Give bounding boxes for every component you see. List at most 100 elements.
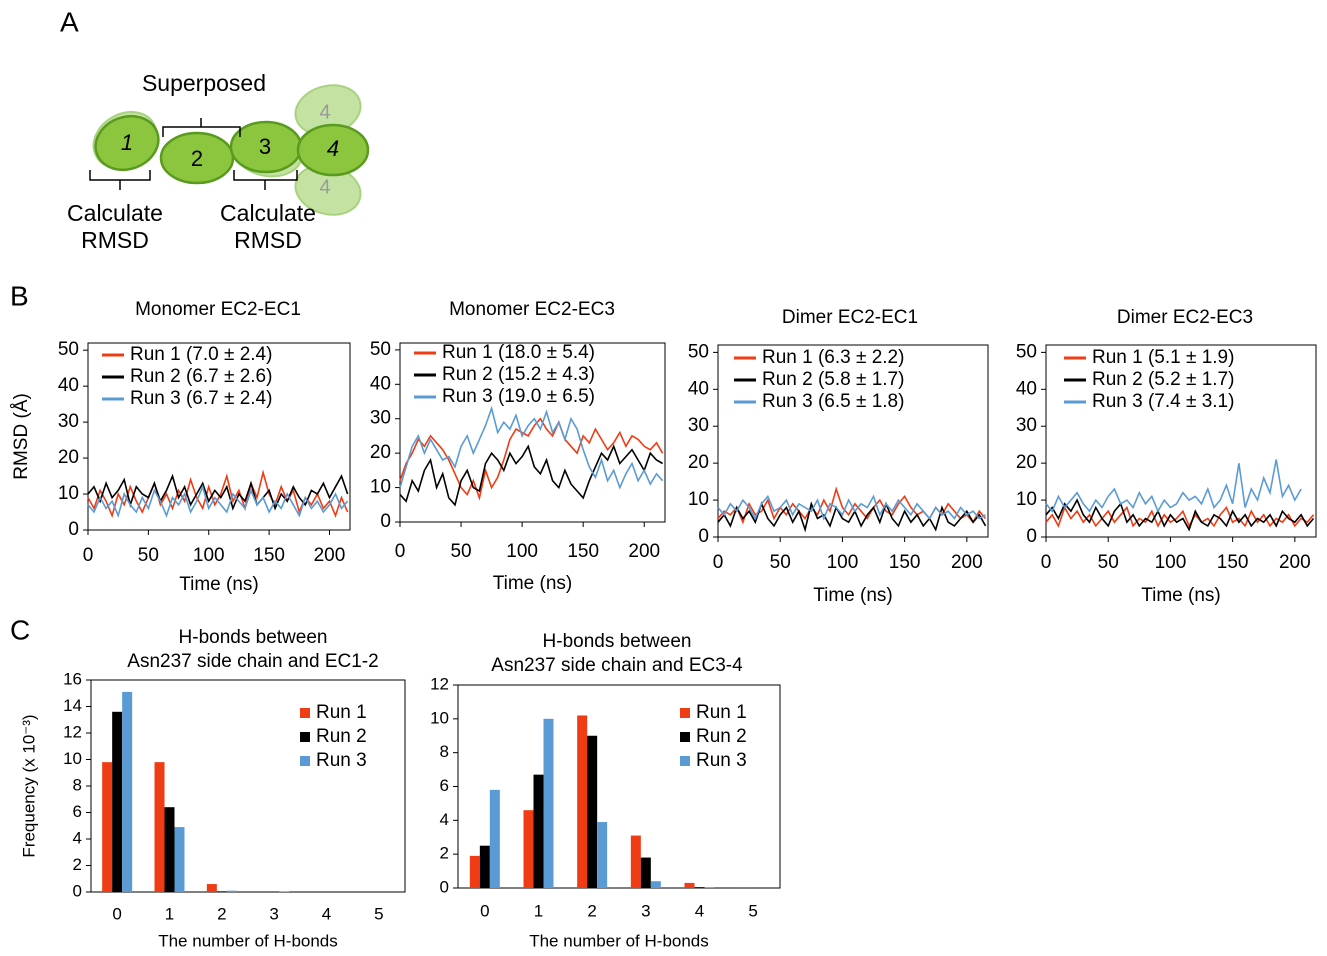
y-axis-label: RMSD (Å) [11, 393, 32, 480]
y-tick-label: 40 [370, 373, 391, 394]
y-tick-label: 10 [370, 477, 391, 498]
y-tick-label: 10 [688, 489, 709, 510]
legend-swatch [680, 756, 690, 766]
x-tick-label: 0 [395, 541, 406, 562]
y-tick-label: 10 [63, 749, 82, 768]
note: Calculate [220, 200, 316, 226]
legend-label: Run 2 [696, 726, 747, 747]
domain-label: 4 [327, 136, 339, 161]
bar [154, 762, 165, 892]
bar [577, 715, 588, 888]
diagram-title: Superposed [142, 70, 266, 96]
domain-label: 3 [259, 134, 271, 159]
y-tick-label: 4 [440, 810, 449, 829]
x-tick-label: 50 [138, 545, 159, 566]
legend-label: Run 3 [696, 750, 747, 771]
y-tick-label: 12 [430, 674, 449, 693]
y-tick-label: 50 [1016, 341, 1037, 362]
legend-label: Run 1 (7.0 ± 2.4) [130, 344, 272, 365]
y-tick-label: 0 [68, 519, 79, 540]
bar [479, 845, 490, 888]
legend-label: Run 1 [316, 702, 367, 723]
y-tick-label: 0 [698, 526, 709, 547]
y-tick-label: 30 [58, 411, 79, 432]
x-axis-label: Time (ns) [813, 585, 893, 606]
series-line [399, 417, 664, 501]
x-tick-label: 2 [587, 901, 596, 920]
bar [489, 789, 500, 888]
x-tick-label: 1 [165, 904, 174, 923]
series-line [1045, 505, 1315, 528]
x-axis-label: Time (ns) [179, 574, 259, 595]
x-tick-label: 200 [314, 545, 346, 566]
bar [112, 711, 123, 892]
chart-title: H-bonds between [179, 627, 328, 648]
y-tick-label: 20 [1016, 452, 1037, 473]
y-tick-label: 50 [58, 339, 79, 360]
series-line [399, 405, 664, 490]
domain-diagram: Superposed 1 2 3 4 4 4 Calculate RMSD Ca… [67, 70, 370, 253]
bracket [233, 170, 298, 190]
bar [738, 887, 749, 888]
y-tick-label: 30 [688, 415, 709, 436]
domain-label: 2 [191, 146, 203, 171]
bar [597, 822, 608, 888]
ghost-domain-label: 4 [319, 176, 330, 198]
x-tick-label: 150 [253, 545, 285, 566]
legend-label: Run 3 (6.5 ± 1.8) [762, 391, 904, 412]
plot-frame [717, 344, 989, 538]
chart: 0 10 20 30 40 50 Monomer EC2-EC1 Time (ns) RMSD … [11, 299, 351, 595]
y-tick-label: 10 [58, 483, 79, 504]
legend-label: Run 2 (5.8 ± 1.7) [762, 369, 904, 390]
domain-label: 1 [121, 130, 133, 155]
chart-title: Dimer EC2-EC3 [1117, 307, 1253, 328]
y-tick-label: 14 [63, 696, 82, 715]
y-tick-label: 0 [73, 881, 82, 900]
series-line [87, 473, 349, 511]
plot-frame [87, 342, 351, 531]
x-tick-label: 5 [748, 901, 757, 920]
x-tick-label: 200 [628, 541, 660, 562]
y-tick-label: 16 [63, 669, 82, 688]
legend-label: Run 2 (5.2 ± 1.7) [1092, 369, 1234, 390]
y-tick-label: 8 [440, 742, 449, 761]
x-tick-label: 50 [1098, 552, 1119, 573]
y-tick-label: 0 [440, 877, 449, 896]
y-tick-label: 2 [440, 844, 449, 863]
x-tick-label: 0 [83, 545, 94, 566]
bar [650, 881, 661, 888]
x-tick-label: 0 [1041, 552, 1052, 573]
bar [164, 807, 175, 892]
x-tick-label: 100 [506, 541, 538, 562]
x-tick-label: 150 [1217, 552, 1249, 573]
bar [469, 855, 480, 888]
chart: 0 10 20 30 40 50 Monomer EC2-EC3 Time (ns) 0 50 10… [370, 299, 666, 594]
x-axis-label: Time (ns) [493, 573, 573, 594]
chart-title: H-bonds between [543, 631, 692, 652]
chart-title: Monomer EC2-EC3 [449, 299, 615, 320]
domain [296, 123, 370, 177]
x-tick-label: 1 [534, 901, 543, 920]
legend-label: Run 3 [316, 750, 367, 771]
bar [216, 891, 227, 892]
y-tick-label: 30 [370, 408, 391, 429]
series-line [1045, 498, 1315, 532]
legend-swatch [680, 708, 690, 718]
bar [694, 887, 705, 888]
panel-label: B [10, 280, 29, 311]
legend-label: Run 3 (6.7 ± 2.4) [130, 388, 272, 409]
x-axis-label: Time (ns) [1141, 585, 1221, 606]
x-tick-label: 100 [827, 552, 859, 573]
y-axis-label: Frequency (x 10⁻³) [19, 714, 38, 857]
x-tick-label: 100 [193, 545, 225, 566]
ghost-domain-label: 4 [319, 101, 330, 123]
x-tick-label: 3 [641, 901, 650, 920]
y-tick-label: 40 [1016, 378, 1037, 399]
x-tick-label: 3 [269, 904, 278, 923]
bar [122, 691, 133, 892]
chart-title: Asn237 side chain and EC3-4 [491, 655, 743, 676]
y-tick-label: 6 [73, 802, 82, 821]
series-line [717, 494, 986, 521]
y-tick-label: 0 [1026, 526, 1037, 547]
